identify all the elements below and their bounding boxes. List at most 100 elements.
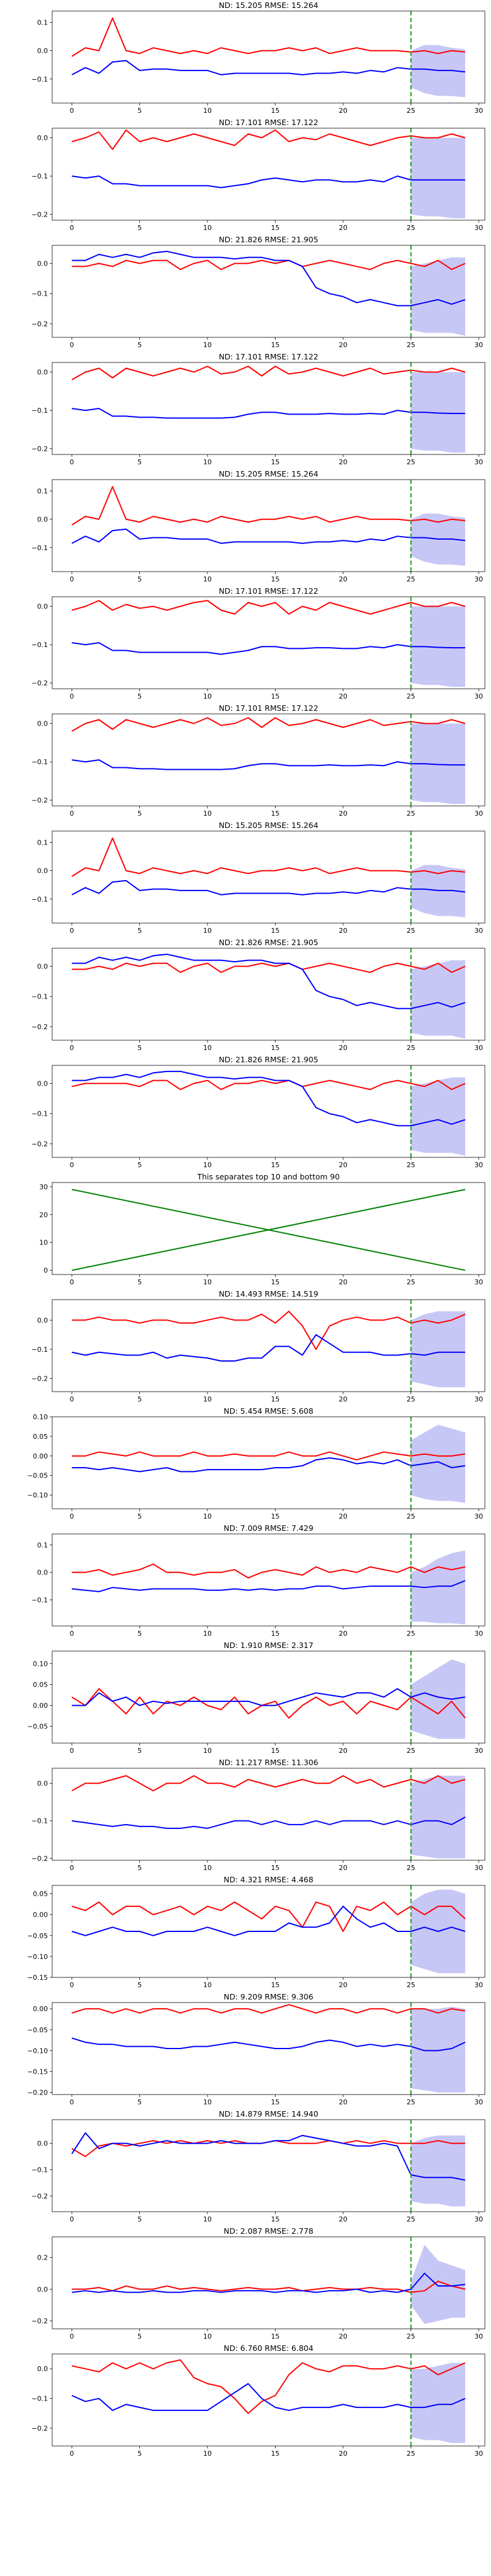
x-tick-label: 5 <box>137 1630 142 1638</box>
x-tick-label: 20 <box>339 341 347 349</box>
plot-area <box>72 245 466 337</box>
actual-series-line <box>72 1563 466 1579</box>
subplot-title: ND: 5.454 RMSE: 5.608 <box>223 1406 313 1416</box>
subplot-4: ND: 17.101 RMSE: 17.122 0 5 10 15 20 25 30 0.0 −0… <box>31 352 485 466</box>
subplot-1: ND: 15.205 RMSE: 15.264 0 5 10 15 20 25 30 0.1 0.… <box>31 1 485 115</box>
x-tick-label: 25 <box>407 575 416 583</box>
prediction-band <box>411 45 465 98</box>
x-tick-label: 25 <box>407 458 416 466</box>
x-tick-label: 10 <box>203 1864 212 1872</box>
y-tick-label: −0.2 <box>31 1855 48 1863</box>
y-tick-label: −0.2 <box>31 2425 48 2432</box>
y-tick-label: −0.1 <box>31 2395 48 2403</box>
x-tick-label: 10 <box>203 1395 212 1403</box>
y-tick-label: −0.1 <box>31 993 48 1001</box>
y-tick-label: −0.10 <box>27 2047 48 2055</box>
y-tick-label: 0.0 <box>37 47 48 55</box>
y-tick-label: −0.1 <box>31 172 48 180</box>
x-tick-label: 20 <box>339 575 347 583</box>
x-tick-label: 20 <box>339 1630 347 1638</box>
x-tick-label: 10 <box>203 2333 212 2340</box>
axes-frame <box>52 830 485 924</box>
y-tick-label: −0.1 <box>31 407 48 415</box>
x-tick-label: 20 <box>339 927 347 935</box>
subplot-5: ND: 15.205 RMSE: 15.264 0 5 10 15 20 25 30 0.1 0.… <box>31 469 485 583</box>
x-tick-label: 20 <box>339 1395 347 1403</box>
history-series-line <box>71 1580 466 1593</box>
subplot-10: ND: 21.826 RMSE: 21.905 0 5 10 15 20 25 30 0.0 −0… <box>31 1055 485 1169</box>
y-tick-label: 0.0 <box>37 369 48 377</box>
x-tick-label: 20 <box>339 1864 347 1872</box>
axes-frame <box>52 1650 485 1744</box>
subplot-15: ND: 1.910 RMSE: 2.317 0 5 10 15 20 25 30 0.10 0.0… <box>27 1641 485 1755</box>
x-tick-label: 30 <box>474 1630 483 1638</box>
x-tick-label: 10 <box>203 575 212 583</box>
x-tick-label: 5 <box>137 224 142 232</box>
history-series-line <box>71 1334 465 1362</box>
x-tick-label: 10 <box>203 1161 212 1169</box>
x-tick-label: 20 <box>339 1278 347 1286</box>
prediction-band <box>411 513 465 566</box>
subplot-title: ND: 7.009 RMSE: 7.429 <box>223 1524 313 1533</box>
x-tick-label: 5 <box>137 1395 142 1403</box>
x-tick-label: 15 <box>271 2333 280 2340</box>
x-tick-label: 5 <box>137 575 142 583</box>
actual-series-line <box>72 2280 466 2293</box>
x-tick-label: 10 <box>203 341 212 349</box>
x-tick-label: 20 <box>339 2215 347 2223</box>
x-tick-label: 10 <box>203 810 212 818</box>
x-tick-label: 0 <box>70 2333 74 2340</box>
y-tick-label: 0.1 <box>37 1541 48 1549</box>
subplot-20: ND: 2.087 RMSE: 2.778 0 5 10 15 20 25 30 0.2 0.0 −… <box>31 2226 485 2340</box>
y-tick-label: −0.2 <box>31 2192 48 2200</box>
history-series-line <box>71 2383 466 2411</box>
x-tick-label: 20 <box>339 1161 347 1169</box>
x-tick-label: 5 <box>137 1747 142 1755</box>
actual-series-line <box>71 600 466 615</box>
x-tick-label: 30 <box>474 1512 483 1520</box>
subplot-title: ND: 1.910 RMSE: 2.317 <box>223 1641 313 1650</box>
x-tick-label: 25 <box>407 1630 416 1638</box>
x-tick-label: 0 <box>70 1278 74 1286</box>
prediction-band <box>411 2363 465 2444</box>
history-series-line <box>72 1457 466 1473</box>
x-tick-label: 10 <box>203 692 212 700</box>
history-series-line <box>71 175 465 188</box>
y-tick-label: 0.0 <box>37 963 48 971</box>
x-tick-label: 25 <box>407 1747 416 1755</box>
y-tick-label: −0.1 <box>31 1346 48 1354</box>
plot-area <box>72 948 466 1040</box>
y-tick-label: −0.05 <box>27 1932 48 1940</box>
x-tick-label: 20 <box>339 1512 347 1520</box>
x-tick-label: 15 <box>271 575 280 583</box>
x-tick-label: 15 <box>271 1278 280 1286</box>
history-series-line <box>71 1906 466 1936</box>
x-tick-label: 10 <box>203 1981 212 1989</box>
subplot-3: ND: 21.826 RMSE: 21.905 0 5 10 15 20 25 30 0.0 −0… <box>31 235 485 349</box>
subplot-title: ND: 17.101 RMSE: 17.122 <box>218 586 318 596</box>
x-tick-label: 25 <box>407 2215 416 2223</box>
x-tick-label: 10 <box>203 2450 212 2458</box>
axes-frame <box>52 362 485 455</box>
x-tick-label: 10 <box>203 458 212 466</box>
x-tick-label: 10 <box>203 1512 212 1520</box>
x-tick-label: 20 <box>339 1044 347 1052</box>
subplot-title: ND: 17.101 RMSE: 17.122 <box>218 118 318 127</box>
subplot-title: This separates top 10 and bottom 90 <box>196 1172 339 1181</box>
x-tick-label: 30 <box>474 341 483 349</box>
axes-frame <box>52 2119 485 2212</box>
prediction-band <box>411 1424 465 1503</box>
subplot-title: ND: 14.493 RMSE: 14.519 <box>218 1289 318 1298</box>
x-tick-label: 25 <box>407 1278 416 1286</box>
x-tick-label: 0 <box>70 458 74 466</box>
plot-area <box>71 2354 466 2446</box>
axes-frame <box>52 596 485 689</box>
y-tick-label: 0.0 <box>37 1316 48 1324</box>
x-tick-label: 0 <box>70 1981 74 1989</box>
subplot-8: ND: 15.205 RMSE: 15.264 0 5 10 15 20 25 30 0.1 0.… <box>31 821 485 935</box>
x-tick-label: 30 <box>474 927 483 935</box>
prediction-band <box>411 1311 465 1387</box>
diagonal-series-line <box>71 1189 466 1271</box>
subplot-7: ND: 17.101 RMSE: 17.122 0 5 10 15 20 25 30 0.0 −0… <box>31 703 485 818</box>
history-series-line <box>72 953 466 1010</box>
